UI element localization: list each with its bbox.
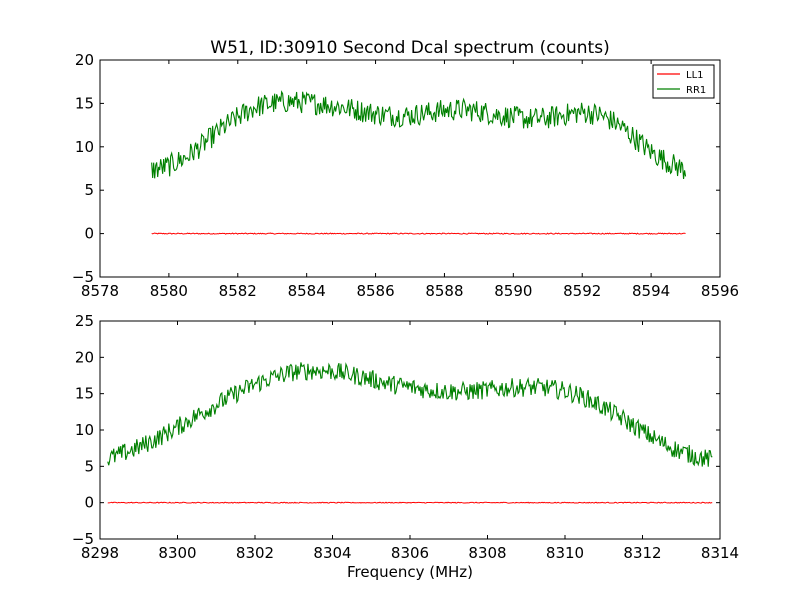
- x-tick-label: 8586: [356, 282, 394, 300]
- x-tick-label: 8304: [313, 544, 351, 562]
- axes-frame: [99, 320, 721, 540]
- chart-title: W51, ID:30910 Second Dcal spectrum (coun…: [210, 38, 609, 58]
- series-line-rr1: [151, 90, 687, 179]
- y-tick-label: −5: [72, 530, 94, 548]
- x-tick-label: 8590: [494, 282, 532, 300]
- subplot-1: 8578 8580 8582 8584 8586 8588 8590 8592 8594 8596…: [72, 51, 739, 300]
- x-tick-label: 8308: [468, 544, 506, 562]
- x-tick-label: 8310: [546, 544, 584, 562]
- x-tick-label: 8306: [391, 544, 429, 562]
- series-line-ll1: [151, 232, 686, 235]
- x-tick-label: 8588: [425, 282, 463, 300]
- x-tick-label: 8584: [288, 282, 326, 300]
- y-tick-label: 20: [75, 348, 94, 366]
- legend-box: [652, 64, 715, 99]
- y-tick-label: 15: [75, 385, 94, 403]
- x-tick-label: 8596: [701, 282, 739, 300]
- y-tick-label: 5: [84, 181, 94, 199]
- x-tick-label: 8580: [150, 282, 188, 300]
- x-tick-label: 8300: [158, 544, 196, 562]
- axes-frame: [99, 59, 721, 278]
- legend-label-rr1: RR1: [686, 85, 706, 96]
- y-tick-label: 0: [84, 225, 94, 243]
- y-tick-label: −5: [72, 268, 94, 286]
- series-line-ll1: [107, 501, 713, 504]
- x-tick-label: 8302: [236, 544, 274, 562]
- x-tick-label: 8578: [81, 282, 119, 300]
- x-tick-label: 8314: [701, 544, 739, 562]
- y-tick-label: 10: [75, 421, 94, 439]
- x-tick-label: 8594: [632, 282, 670, 300]
- x-axis-label: Frequency (MHz): [347, 563, 473, 581]
- y-tick-label: 25: [75, 312, 94, 330]
- x-tick-label: 8298: [81, 544, 119, 562]
- y-tick-label: 0: [84, 494, 94, 512]
- series-line-rr1: [107, 362, 713, 467]
- y-tick-label: 15: [75, 94, 94, 112]
- x-tick-label: 8582: [219, 282, 257, 300]
- y-tick-label: 10: [75, 138, 94, 156]
- x-tick-label: 8592: [563, 282, 601, 300]
- subplot-2: 8298 8300 8302 8304 8306 8308 8310 8312 8314 −5 0 5…: [72, 312, 739, 562]
- y-tick-label: 5: [84, 457, 94, 475]
- y-tick-label: 20: [75, 51, 94, 69]
- x-tick-label: 8312: [623, 544, 661, 562]
- legend-label-ll1: LL1: [686, 70, 704, 81]
